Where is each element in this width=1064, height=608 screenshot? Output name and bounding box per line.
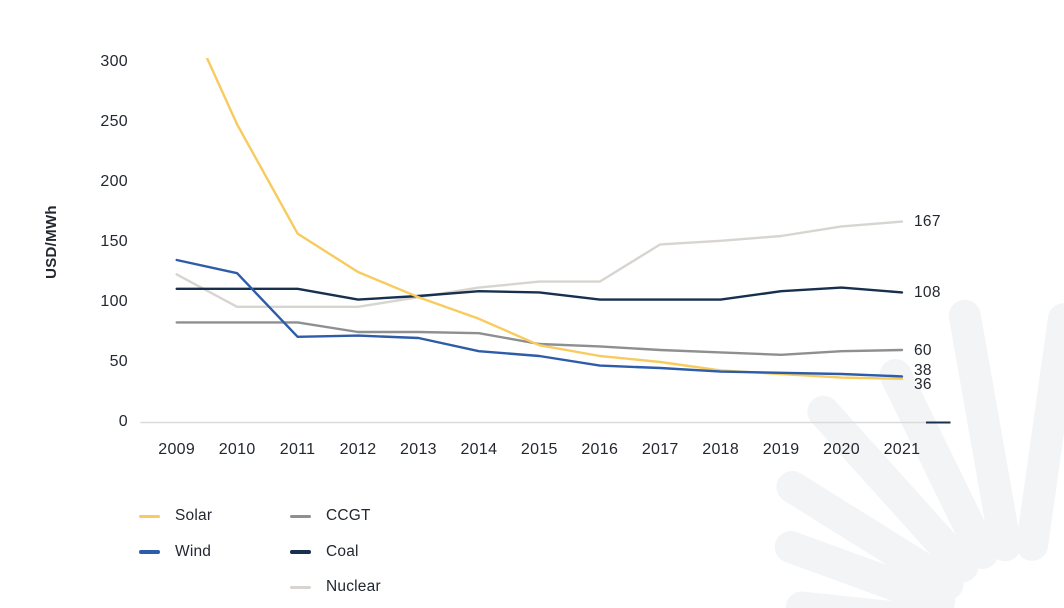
x-tick-label: 2020 [823, 441, 860, 458]
y-tick-label: 200 [100, 173, 128, 190]
x-tick-label: 2016 [581, 441, 619, 458]
end-label-nuclear: 167 [914, 213, 941, 231]
end-label-ccgt: 60 [914, 341, 932, 359]
y-tick-label: 150 [100, 233, 128, 250]
x-tick-label: 2015 [520, 441, 558, 458]
y-tick-label: 0 [118, 413, 128, 430]
legend-label: Wind [175, 542, 212, 560]
x-tick-label: 2021 [883, 441, 921, 458]
legend-label: CCGT [326, 507, 371, 524]
legend-swatch-coal [290, 550, 311, 554]
end-label-coal: 108 [914, 283, 941, 301]
y-tick-label: 300 [100, 53, 128, 70]
legend-swatch-ccgt [290, 514, 311, 518]
y-tick-label: 50 [109, 353, 128, 370]
x-tick-label: 2018 [702, 441, 740, 458]
end-label-solar: 36 [914, 376, 932, 394]
end-label-wind: 38 [914, 362, 932, 380]
x-tick-label: 2014 [460, 441, 498, 458]
series-line-wind [175, 258, 904, 378]
series-line-coal [175, 286, 904, 301]
x-tick-label: 2013 [400, 441, 437, 458]
legend-swatch-wind [139, 550, 160, 554]
series-line-ccgt [175, 321, 904, 356]
legend-label: Nuclear [326, 578, 381, 595]
legend-swatch-solar [139, 514, 160, 518]
x-tick-label: 2009 [158, 441, 196, 458]
x-tick-label: 2017 [641, 441, 679, 458]
legend-label: Coal [326, 542, 359, 560]
x-tick-label: 2010 [218, 441, 256, 458]
y-tick-label: 100 [100, 293, 128, 310]
y-tick-label: 250 [100, 113, 128, 130]
legend-swatch-nuclear [290, 585, 311, 589]
legend-label: Solar [175, 507, 213, 524]
x-tick-label: 2011 [279, 441, 316, 458]
series-line-nuclear [175, 220, 904, 308]
x-tick-label: 2012 [339, 441, 377, 458]
x-tick-label: 2019 [762, 441, 800, 458]
